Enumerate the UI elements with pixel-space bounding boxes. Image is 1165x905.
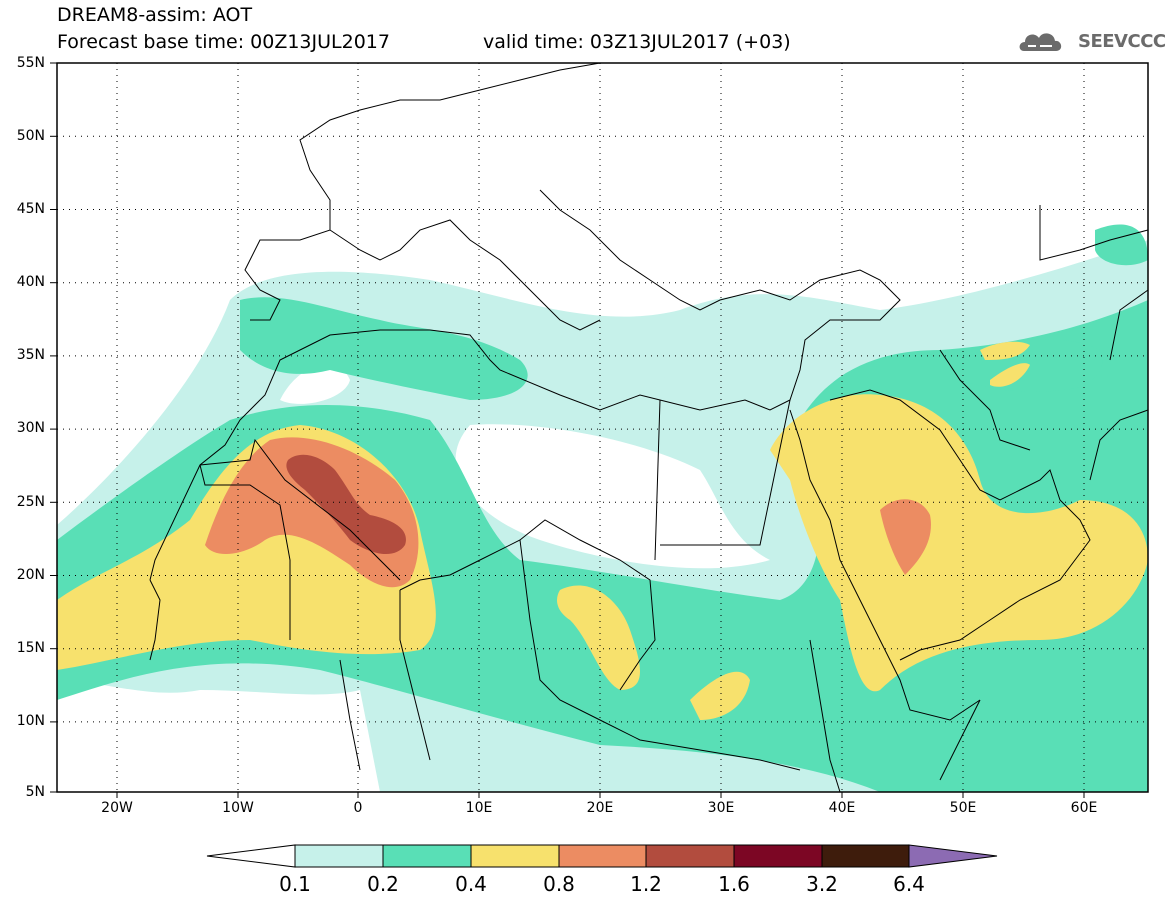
colorbar-min-arrow [206, 844, 296, 868]
aot-level-1-2 [286, 454, 406, 555]
colorbar-swatch [733, 844, 823, 868]
lon-label: 40E [828, 800, 856, 816]
lat-label: 10N [16, 713, 45, 729]
lon-label: 30E [707, 800, 735, 816]
seevccc-cloud-logo-icon [1019, 33, 1062, 51]
lat-label: 45N [16, 201, 45, 217]
coastlines-and-borders [149, 63, 1148, 792]
lon-label: 0 [353, 800, 363, 816]
colorbar-label: 1.2 [630, 872, 662, 896]
colorbar-label: 0.1 [279, 872, 311, 896]
colorbar-label: 6.4 [893, 872, 925, 896]
colorbar-label: 3.2 [806, 872, 838, 896]
lat-label: 50N [16, 128, 45, 144]
lon-label: 20E [586, 800, 614, 816]
lon-label: 50E [949, 800, 977, 816]
lon-label: 10W [222, 800, 254, 816]
colorbar-label: 1.6 [718, 872, 750, 896]
lon-label: 60E [1070, 800, 1098, 816]
colorbar-swatch [470, 844, 560, 868]
aot-below-0-1 [57, 350, 1148, 792]
lat-label: 40N [16, 274, 45, 290]
map-frame [56, 62, 1149, 793]
colorbar-swatch [821, 844, 910, 868]
colorbar-swatch [558, 844, 647, 868]
aot-level-0-8 [205, 437, 931, 588]
colorbar-label: 0.4 [455, 872, 487, 896]
lat-label: 25N [16, 494, 45, 510]
lat-label: 15N [16, 640, 45, 656]
lat-label: 20N [16, 567, 45, 583]
lat-label: 35N [16, 347, 45, 363]
colorbar-label: 0.2 [367, 872, 399, 896]
colorbar-label: 0.8 [543, 872, 575, 896]
forecast-base-time: Forecast base time: 00Z13JUL2017 [57, 31, 390, 53]
lat-label: 55N [16, 55, 45, 71]
lat-label: 5N [25, 784, 45, 800]
colorbar-swatch [382, 844, 472, 868]
colorbar-max-arrow [908, 844, 998, 868]
lon-label: 10E [465, 800, 493, 816]
colorbar-swatch [294, 844, 384, 868]
seevccc-logo-text: SEEVCCC [1078, 31, 1165, 52]
map-title: DREAM8-assim: AOT [57, 4, 253, 26]
axis-ticks [50, 62, 1085, 798]
valid-time: valid time: 03Z13JUL2017 (+03) [483, 31, 791, 53]
aot-shading [57, 224, 1148, 792]
colorbar [206, 844, 998, 868]
lon-label: 20W [101, 800, 133, 816]
lat-label: 30N [16, 420, 45, 436]
colorbar-swatch [645, 844, 735, 868]
